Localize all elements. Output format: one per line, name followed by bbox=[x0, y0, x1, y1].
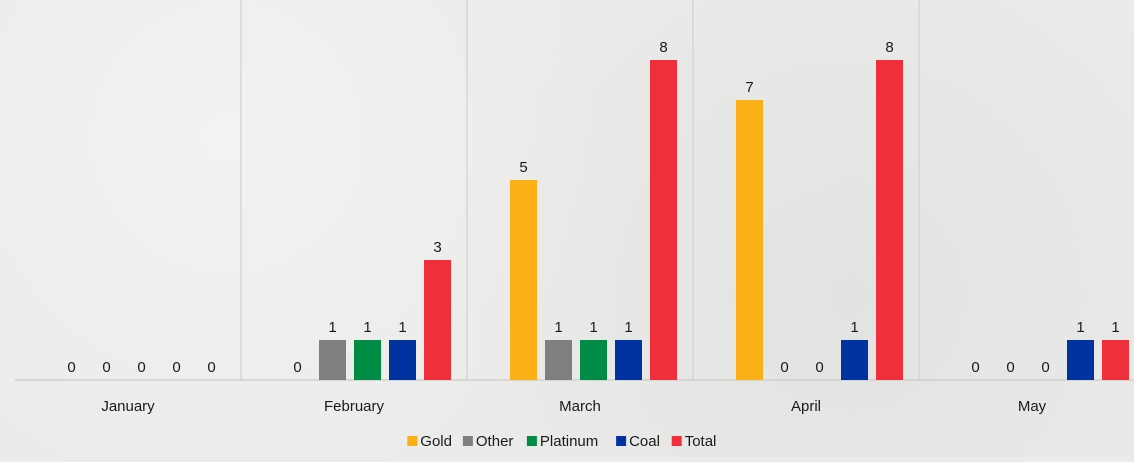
data-label-total-february: 3 bbox=[433, 239, 441, 256]
data-label-gold-february: 0 bbox=[293, 359, 301, 376]
data-label-gold-january: 0 bbox=[67, 359, 75, 376]
data-label-gold-may: 0 bbox=[971, 359, 979, 376]
category-separators bbox=[240, 0, 920, 380]
data-label-other-january: 0 bbox=[102, 359, 110, 376]
data-label-platinum-may: 0 bbox=[1041, 359, 1049, 376]
data-label-total-march: 8 bbox=[659, 39, 667, 56]
bar-total-april bbox=[876, 60, 903, 380]
bars-group bbox=[319, 60, 1129, 380]
bar-coal-may bbox=[1067, 340, 1094, 380]
category-label-may: May bbox=[1018, 398, 1047, 415]
legend-label-coal: Coal bbox=[629, 433, 660, 450]
bar-gold-april bbox=[736, 100, 763, 380]
data-label-other-april: 0 bbox=[780, 359, 788, 376]
category-label-april: April bbox=[791, 398, 821, 415]
data-label-other-may: 0 bbox=[1006, 359, 1014, 376]
bar-total-february bbox=[424, 260, 451, 380]
legend-swatch-other bbox=[462, 436, 473, 446]
legend-swatch-total bbox=[671, 436, 682, 446]
data-labels-group: 0 0 0 0 0 0 1 1 1 3 5 1 1 1 8 7 0 0 1 8 0 0 0 1 1 bbox=[67, 39, 1119, 376]
legend-swatch-platinum bbox=[526, 436, 537, 446]
bar-total-may bbox=[1102, 340, 1129, 380]
bar-platinum-march bbox=[580, 340, 607, 380]
category-label-march: March bbox=[559, 398, 601, 415]
data-label-coal-march: 1 bbox=[624, 319, 632, 336]
bar-coal-march bbox=[615, 340, 642, 380]
category-label-january: January bbox=[101, 398, 155, 415]
bar-gold-march bbox=[510, 180, 537, 380]
legend-label-platinum: Platinum bbox=[540, 433, 598, 450]
legend-label-total: Total bbox=[685, 433, 717, 450]
legend-label-gold: Gold bbox=[420, 433, 452, 450]
data-label-platinum-january: 0 bbox=[137, 359, 145, 376]
data-label-platinum-march: 1 bbox=[589, 319, 597, 336]
data-label-gold-march: 5 bbox=[519, 159, 527, 176]
data-label-total-april: 8 bbox=[885, 39, 893, 56]
legend-label-other: Other bbox=[476, 433, 514, 450]
legend-swatch-coal bbox=[616, 436, 627, 446]
bar-coal-april bbox=[841, 340, 868, 380]
legend: Gold Other Platinum Coal Total bbox=[407, 433, 716, 450]
bar-coal-february bbox=[389, 340, 416, 380]
data-label-coal-april: 1 bbox=[850, 319, 858, 336]
data-label-total-may: 1 bbox=[1111, 319, 1119, 336]
bar-platinum-february bbox=[354, 340, 381, 380]
data-label-coal-may: 1 bbox=[1076, 319, 1084, 336]
data-label-total-january: 0 bbox=[207, 359, 215, 376]
data-label-platinum-april: 0 bbox=[815, 359, 823, 376]
data-label-other-february: 1 bbox=[328, 319, 336, 336]
data-label-other-march: 1 bbox=[554, 319, 562, 336]
data-label-coal-january: 0 bbox=[172, 359, 180, 376]
data-label-gold-april: 7 bbox=[745, 79, 753, 96]
category-labels-group: January February March April May bbox=[101, 398, 1046, 415]
bar-other-march bbox=[545, 340, 572, 380]
data-label-platinum-february: 1 bbox=[363, 319, 371, 336]
bar-total-march bbox=[650, 60, 677, 380]
data-label-coal-february: 1 bbox=[398, 319, 406, 336]
legend-swatch-gold bbox=[407, 436, 418, 446]
category-label-february: February bbox=[324, 398, 385, 415]
bar-other-february bbox=[319, 340, 346, 380]
